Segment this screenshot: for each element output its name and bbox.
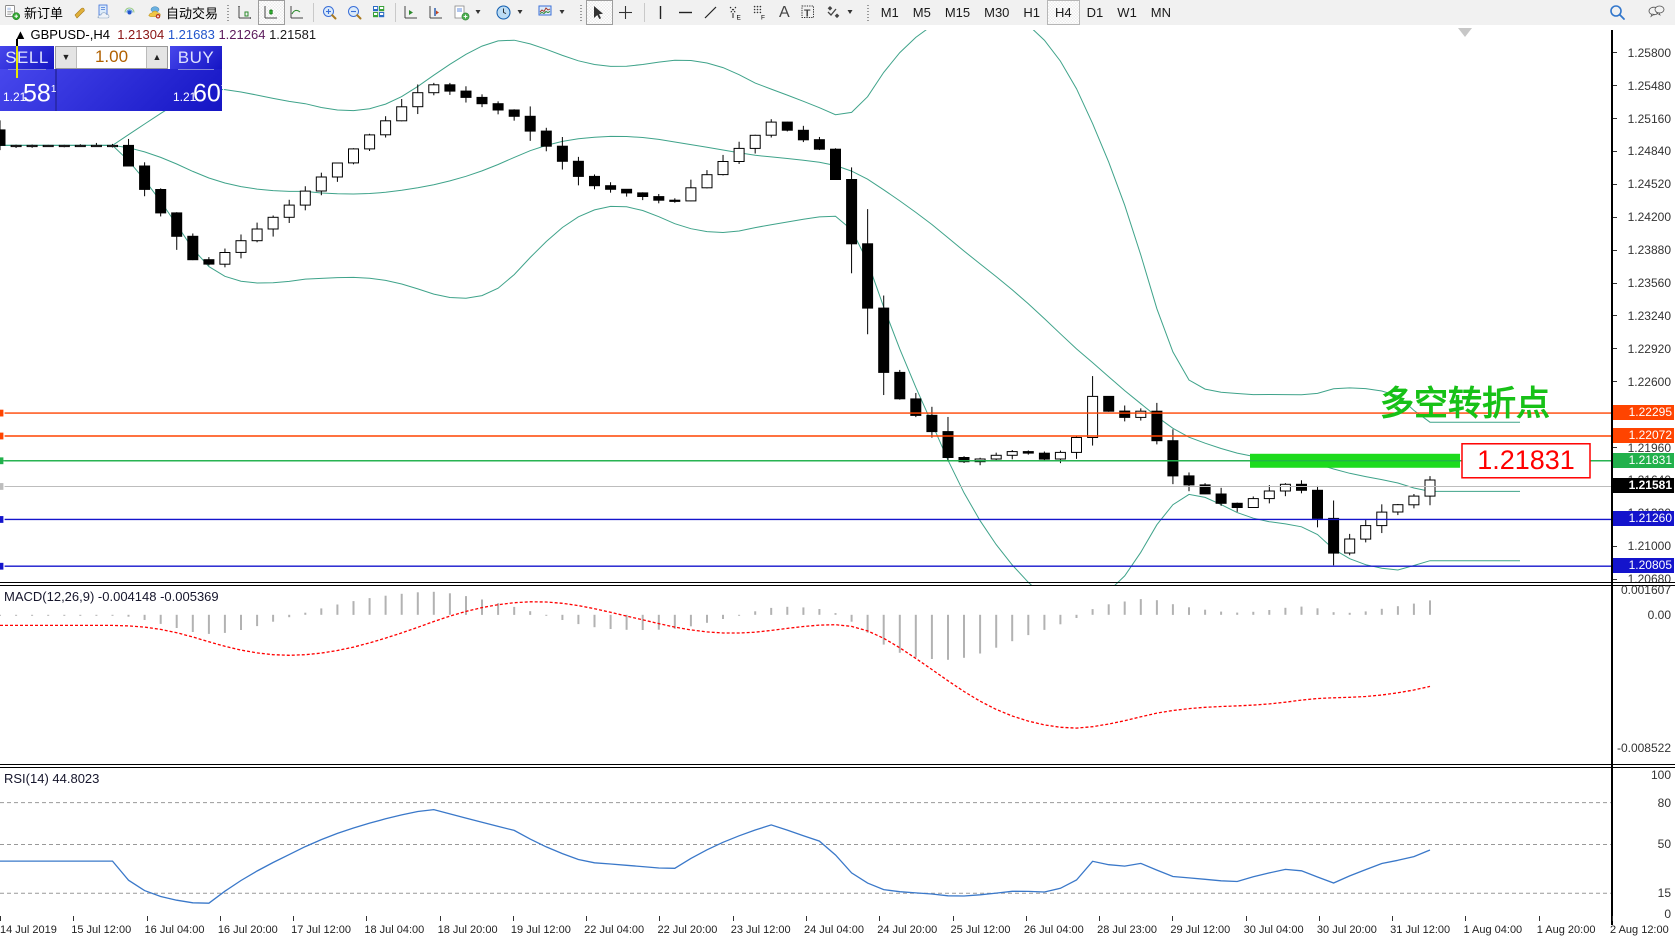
svg-text:E: E <box>737 15 742 22</box>
svg-text:T: T <box>804 8 811 20</box>
svg-text:多空转折点: 多空转折点 <box>1380 385 1550 423</box>
svg-text:1.21831: 1.21831 <box>1477 445 1575 475</box>
svg-text:F: F <box>761 15 765 22</box>
